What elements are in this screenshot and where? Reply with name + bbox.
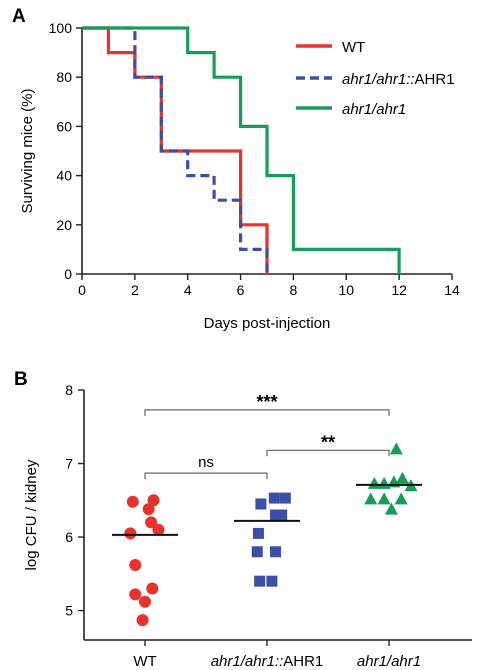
category-label-0: WT bbox=[133, 653, 156, 670]
series-line-2 bbox=[82, 26, 401, 274]
data-point-complemented bbox=[251, 546, 263, 558]
data-point-complemented bbox=[255, 498, 267, 510]
y-tick-label: 6 bbox=[65, 529, 73, 545]
data-point-complemented bbox=[266, 575, 278, 587]
data-point-mutant bbox=[364, 492, 378, 505]
legend-label-2: ahr1/ahr1 bbox=[342, 101, 406, 118]
panel-a-label: A bbox=[12, 6, 26, 27]
y-tick-label: 5 bbox=[65, 603, 73, 619]
data-point-complemented bbox=[270, 546, 282, 558]
x-tick-label: 8 bbox=[290, 282, 298, 298]
x-tick-label: 6 bbox=[237, 282, 245, 298]
data-point-complemented bbox=[279, 492, 291, 504]
data-point-mutant bbox=[377, 492, 391, 505]
significance-bracket-2 bbox=[266, 449, 390, 457]
data-point-wt bbox=[147, 494, 160, 507]
significance-label-1: ns bbox=[198, 454, 214, 471]
y-tick-label: 20 bbox=[56, 217, 72, 233]
panel-b-label: B bbox=[14, 369, 28, 390]
data-point-complemented bbox=[268, 492, 280, 504]
data-point-wt bbox=[136, 614, 149, 627]
category-label-1: ahr1/ahr1::AHR1 bbox=[211, 653, 324, 670]
survival-chart: 0 2 4 6 8 10 12 14 0 20 40 60 80 100 Days post-injecti… bbox=[19, 20, 460, 332]
data-point-complemented bbox=[252, 527, 264, 539]
significance-label-2: ** bbox=[321, 432, 335, 452]
data-point-wt bbox=[129, 559, 142, 571]
data-point-wt bbox=[146, 582, 159, 595]
y-tick-label: 0 bbox=[64, 266, 72, 282]
significance-bracket-1 bbox=[144, 472, 268, 480]
data-point-wt bbox=[139, 595, 151, 608]
x-tick-label: 14 bbox=[444, 282, 460, 298]
series-line-1 bbox=[82, 26, 269, 274]
legend-label-1: ahr1/ahr1::AHR1 bbox=[342, 71, 455, 88]
data-point-complemented bbox=[270, 509, 282, 521]
x-tick-label: 10 bbox=[338, 282, 354, 298]
data-point-mutant bbox=[384, 502, 398, 515]
significance-bracket-0 bbox=[144, 409, 390, 416]
significance-label-0: *** bbox=[256, 392, 277, 412]
category-label-2: ahr1/ahr1 bbox=[357, 653, 421, 670]
data-point-wt bbox=[126, 495, 139, 508]
y-tick-label: 40 bbox=[56, 168, 72, 184]
data-point-wt bbox=[152, 523, 165, 536]
x-tick-label: 0 bbox=[78, 282, 86, 298]
y-tick-label: 100 bbox=[49, 20, 73, 36]
data-point-mutant bbox=[389, 442, 403, 455]
x-tick-label: 4 bbox=[184, 282, 192, 298]
data-point-mutant bbox=[367, 476, 381, 489]
data-point-mutant bbox=[395, 471, 409, 484]
y-axis-title: Surviving mice (%) bbox=[19, 88, 36, 213]
y-tick-label: 8 bbox=[65, 382, 73, 398]
x-axis-title: Days post-injection bbox=[204, 315, 331, 332]
data-point-wt bbox=[124, 527, 137, 540]
y-tick-label: 80 bbox=[56, 69, 72, 85]
legend-label-0: WT bbox=[342, 39, 365, 56]
y-tick-label: 7 bbox=[65, 456, 73, 472]
x-tick-label: 12 bbox=[391, 282, 407, 298]
data-point-wt bbox=[142, 503, 155, 516]
y-tick-label: 60 bbox=[56, 118, 72, 134]
data-point-complemented bbox=[276, 509, 288, 521]
data-point-wt bbox=[129, 588, 142, 601]
x-tick-label: 2 bbox=[131, 282, 139, 298]
y-axis-title: log CFU / kidney bbox=[23, 459, 40, 570]
data-point-wt bbox=[145, 516, 158, 529]
data-point-complemented bbox=[254, 575, 266, 587]
data-point-mutant bbox=[394, 492, 408, 505]
data-point-mutant bbox=[377, 476, 391, 489]
